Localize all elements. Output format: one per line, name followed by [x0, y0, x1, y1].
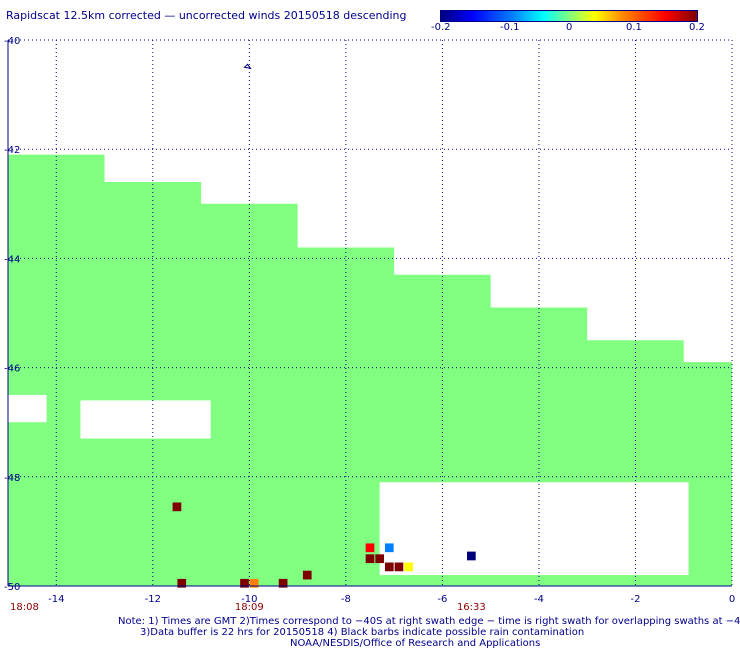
anomaly-cell: [172, 502, 182, 512]
y-tick-label: -42: [4, 145, 20, 156]
colorbar-tick: 0.2: [689, 22, 705, 33]
colorbar: [440, 10, 698, 22]
y-tick-label: -50: [4, 582, 20, 593]
anomaly-cell: [404, 562, 413, 572]
footer-note-1: Note: 1) Times are GMT 2)Times correspon…: [118, 616, 740, 627]
x-tick-label: -6: [437, 594, 447, 605]
anomaly-cell: [467, 551, 476, 561]
y-tick-label: -40: [4, 36, 20, 47]
anomaly-cell: [240, 578, 249, 588]
swath-area: [8, 154, 732, 586]
anomaly-cell: [365, 554, 375, 564]
anomaly-cell: [249, 578, 259, 588]
time-label: 16:33: [457, 602, 486, 613]
x-tick-label: -4: [534, 594, 544, 605]
anomaly-cell: [365, 543, 375, 553]
anomaly-cell: [302, 570, 312, 580]
x-tick-label: -14: [48, 594, 64, 605]
no-data-region: [8, 394, 47, 423]
x-tick-label: 0: [729, 594, 735, 605]
y-tick-label: -44: [4, 254, 20, 265]
footer-note-2: 3)Data buffer is 22 hrs for 20150518 4) …: [140, 627, 585, 638]
y-tick-label: -46: [4, 364, 20, 375]
anomaly-cell: [177, 578, 187, 588]
time-label: 18:09: [235, 602, 264, 613]
no-data-region: [80, 400, 211, 439]
no-data-region: [379, 482, 689, 576]
colorbar-tick: -0.1: [500, 22, 520, 33]
x-tick-label: -10: [241, 594, 257, 605]
anomaly-cell: [394, 562, 404, 572]
anomaly-cell: [384, 562, 394, 572]
time-label: 18:08: [10, 602, 39, 613]
y-tick-label: -48: [4, 473, 20, 484]
colorbar-tick: 0.1: [626, 22, 642, 33]
anomaly-cell: [384, 543, 394, 553]
island-outline: [243, 63, 252, 69]
anomaly-cell: [375, 554, 384, 564]
colorbar-tick: 0: [566, 22, 573, 33]
x-tick-label: -8: [341, 594, 351, 605]
x-tick-label: -2: [630, 594, 640, 605]
chart-title: Rapidscat 12.5km corrected — uncorrected…: [6, 9, 407, 22]
x-tick-label: -12: [145, 594, 161, 605]
footer-credit: NOAA/NESDIS/Office of Research and Appli…: [290, 638, 541, 649]
anomaly-cell: [278, 578, 288, 588]
colorbar-tick: -0.2: [431, 22, 451, 33]
